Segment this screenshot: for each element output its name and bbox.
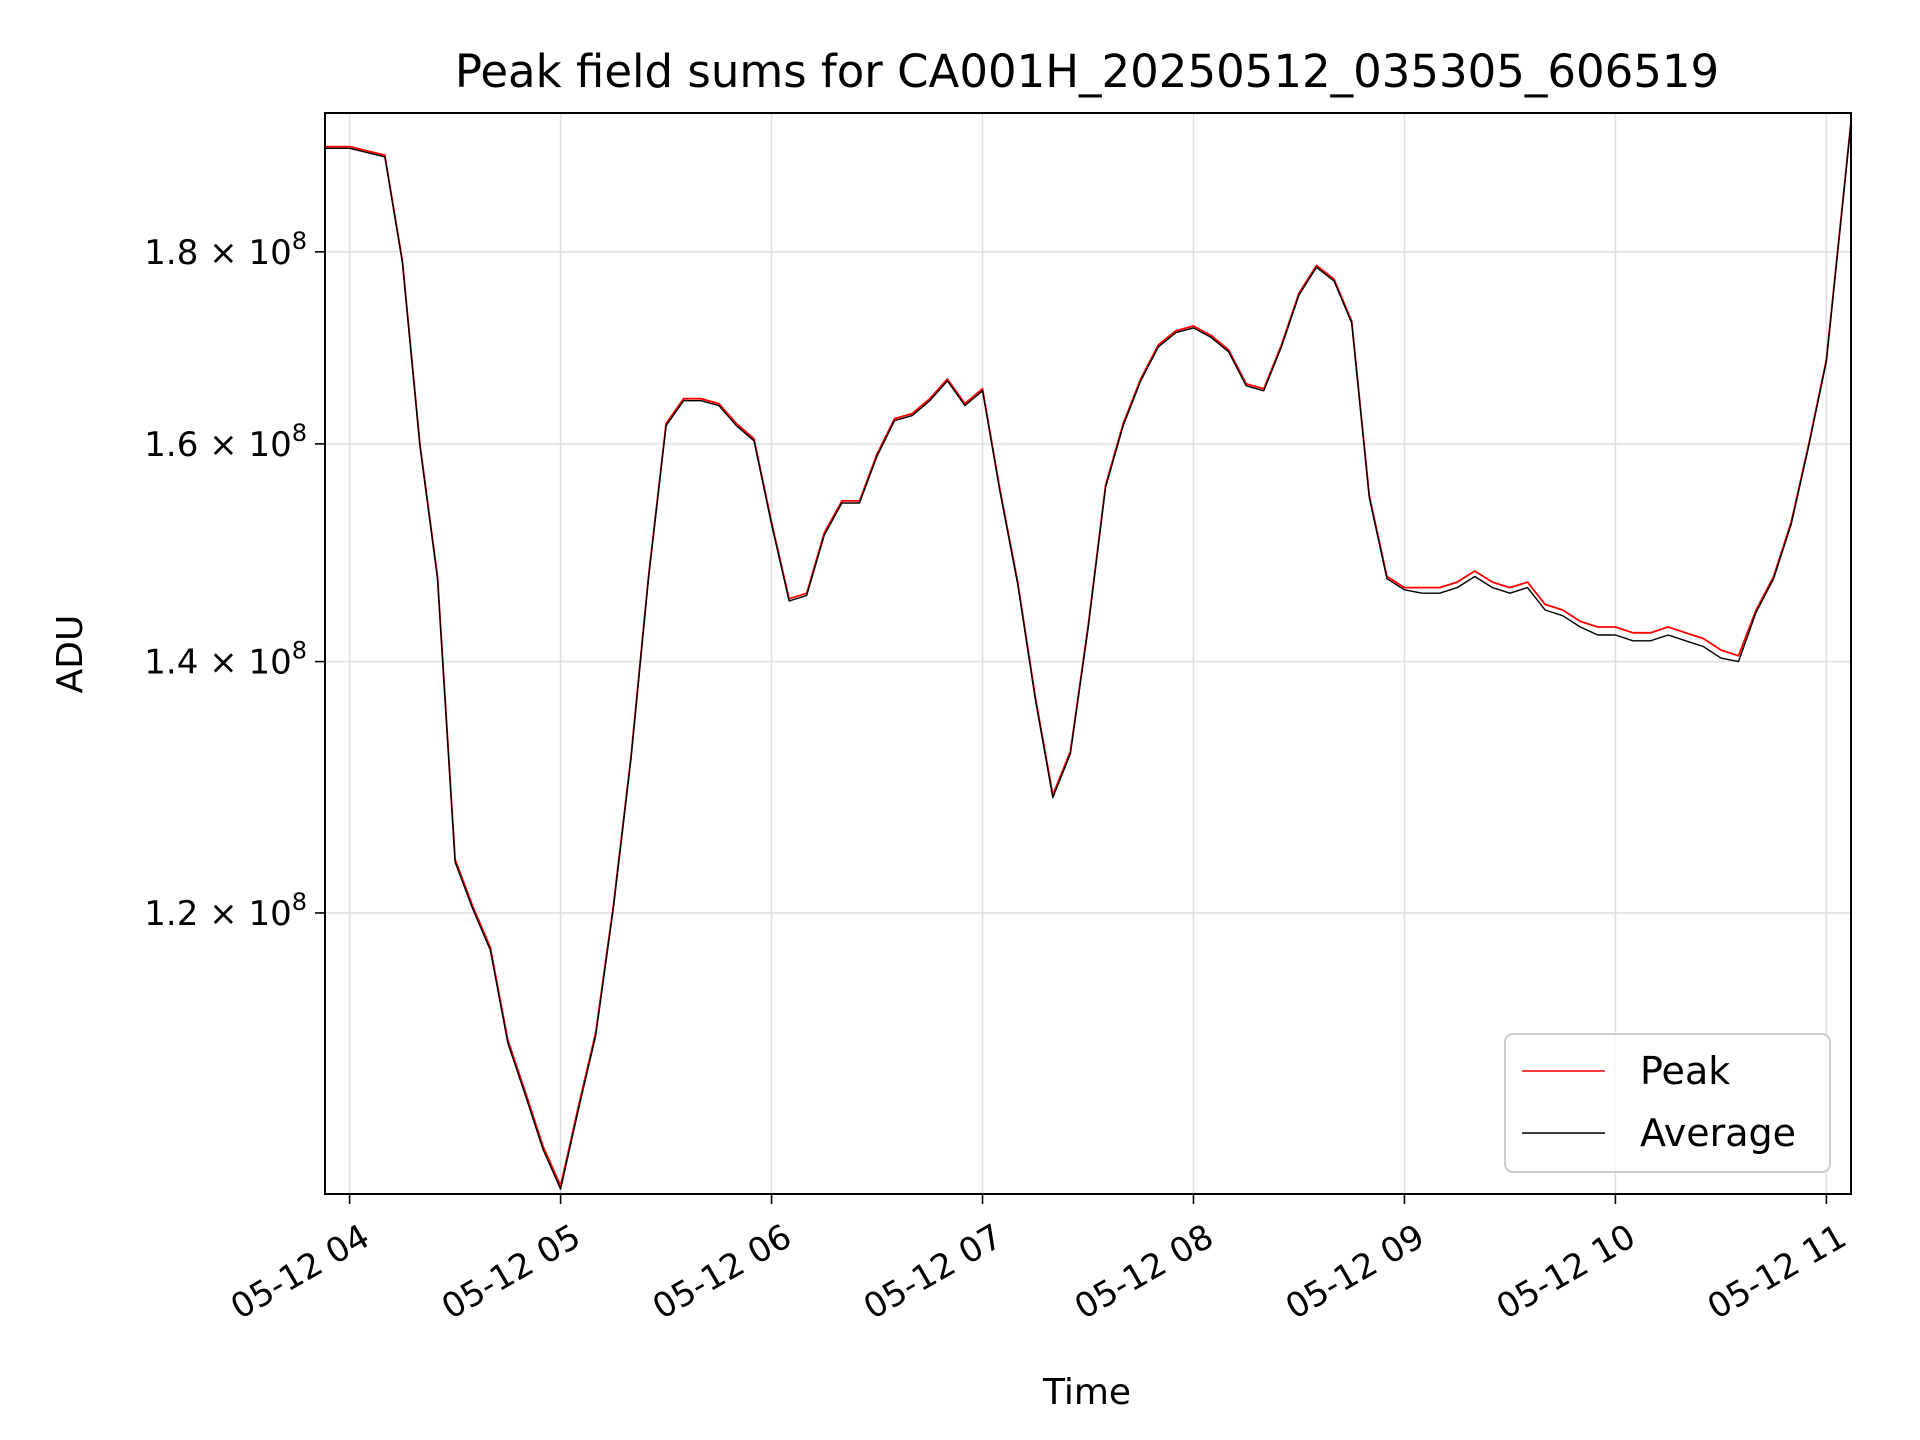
y-tick-label: 1.2 × 108 bbox=[144, 888, 307, 934]
y-tick-mantissa: 1.6 × 10 bbox=[144, 425, 291, 465]
y-tick-exponent: 8 bbox=[292, 227, 307, 255]
chart-title: Peak field sums for CA001H_20250512_0353… bbox=[455, 45, 1719, 98]
legend-label-peak: Peak bbox=[1640, 1049, 1730, 1093]
legend: Peak Average bbox=[1504, 1033, 1831, 1173]
y-tick-exponent: 8 bbox=[292, 419, 307, 447]
y-tick-label: 1.8 × 108 bbox=[144, 227, 307, 273]
y-tick-label: 1.6 × 108 bbox=[144, 419, 307, 465]
y-tick-mantissa: 1.4 × 10 bbox=[144, 643, 291, 683]
legend-box bbox=[1504, 1033, 1831, 1173]
grid-lines bbox=[325, 113, 1851, 1194]
y-axis-label: ADU bbox=[50, 615, 91, 694]
x-axis-label: Time bbox=[1042, 1372, 1131, 1413]
series-line-average bbox=[325, 122, 1852, 1190]
y-tick-exponent: 8 bbox=[292, 888, 307, 916]
y-tick-mantissa: 1.8 × 10 bbox=[144, 233, 291, 273]
plot-series bbox=[325, 121, 1852, 1190]
y-tick-exponent: 8 bbox=[292, 637, 307, 665]
y-tick-label: 1.4 × 108 bbox=[144, 637, 307, 683]
legend-label-average: Average bbox=[1640, 1111, 1796, 1155]
y-tick-mantissa: 1.2 × 10 bbox=[144, 894, 291, 934]
plot-area-frame bbox=[324, 112, 1852, 1195]
